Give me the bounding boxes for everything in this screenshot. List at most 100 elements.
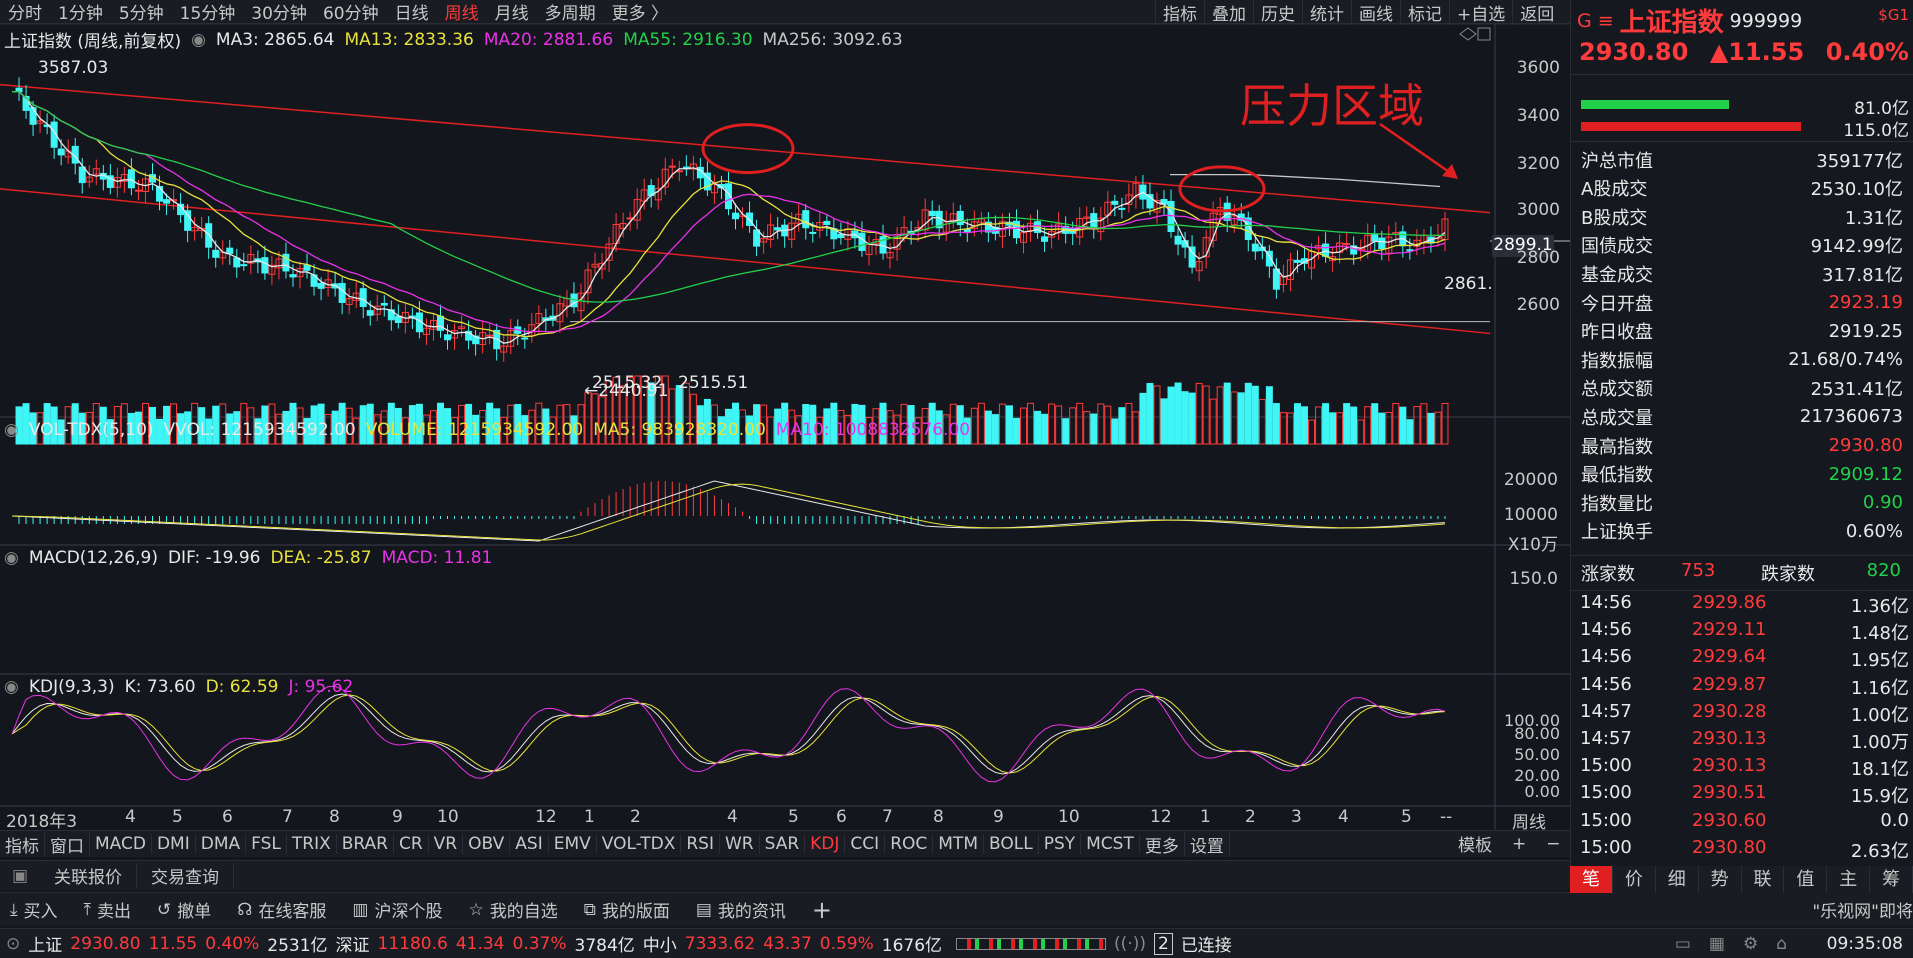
tool-6[interactable]: +自选 — [1449, 0, 1512, 25]
right-tab-6[interactable]: 主 — [1827, 866, 1871, 893]
tray-icons[interactable]: ▭▦⚙⌂ — [1674, 933, 1805, 954]
tool-2[interactable]: 历史 — [1253, 0, 1302, 25]
right-tab-1[interactable]: 价 — [1613, 866, 1656, 893]
expand-icon[interactable]: ⊙ — [6, 933, 21, 954]
tab-period-10[interactable]: 更多 〉 — [611, 4, 668, 24]
indicator-tab-7[interactable]: BRAR — [337, 834, 394, 854]
chart-title: 上证指数 (周线,前复权) — [4, 32, 182, 52]
indicator-tab-13[interactable]: VOL-TDX — [597, 834, 682, 854]
indicator-tab-16[interactable]: SAR — [760, 834, 806, 854]
tab-period-1[interactable]: 1分钟 — [58, 4, 103, 24]
news-button[interactable]: ▤ 我的资讯 — [695, 899, 786, 923]
right-tab-7[interactable]: 筹 — [1870, 866, 1913, 893]
tool-0[interactable]: 指标 — [1155, 0, 1204, 25]
tool-7[interactable]: 返回 — [1512, 0, 1561, 25]
volume-bar — [500, 416, 508, 445]
indicator-tab-24[interactable]: 更多 — [1140, 831, 1185, 857]
volume-bar — [1336, 412, 1344, 445]
indicator-tab-21[interactable]: BOLL — [984, 834, 1039, 854]
download-icon: ⤓ — [10, 899, 18, 920]
quote-row: 国债成交 9142.99亿 — [1581, 232, 1903, 259]
tick-volume: 1.16亿 — [1850, 677, 1909, 699]
tab-related-quote[interactable]: 关联报价 — [40, 863, 137, 888]
collapse-icon[interactable]: ◉ — [4, 420, 19, 440]
template-tool-1[interactable]: + — [1512, 833, 1527, 854]
right-tab-4[interactable]: 联 — [1742, 866, 1785, 893]
indicator-tab-18[interactable]: CCI — [845, 834, 886, 854]
buy-button[interactable]: ⤓ 买入 — [10, 899, 58, 923]
volume-bar — [1378, 412, 1386, 445]
tick-row: 14:56 2929.86 1.36亿 — [1570, 592, 1913, 619]
volume-bar — [570, 415, 578, 445]
tab-period-3[interactable]: 15分钟 — [179, 4, 236, 24]
support-button[interactable]: ☊ 在线客服 — [237, 899, 327, 923]
right-tab-3[interactable]: 势 — [1699, 866, 1742, 893]
tool-5[interactable]: 标记 — [1400, 0, 1449, 25]
indicator-tab-5[interactable]: FSL — [246, 834, 287, 854]
indicator-tab-12[interactable]: EMV — [549, 834, 597, 854]
tab-period-8[interactable]: 月线 — [494, 4, 529, 24]
volume-bar — [633, 375, 641, 445]
right-tab-5[interactable]: 值 — [1784, 866, 1828, 893]
template-tool-2[interactable]: − — [1546, 833, 1561, 854]
volume-bar — [963, 417, 971, 445]
quote-row-value: 1.31亿 — [1844, 207, 1903, 229]
candle-body — [1244, 217, 1252, 241]
volume-bar — [1076, 402, 1084, 445]
indicator-tab-25[interactable]: 设置 — [1185, 831, 1230, 857]
tab-period-5[interactable]: 60分钟 — [322, 4, 379, 24]
indicator-tab-2[interactable]: MACD — [90, 834, 152, 854]
indicator-tab-6[interactable]: TRIX — [287, 834, 337, 854]
watchlist-button[interactable]: ☆ 我的自选 — [468, 899, 558, 923]
indicator-tab-8[interactable]: CR — [394, 834, 429, 854]
add-button[interactable]: + — [811, 895, 833, 924]
tab-period-6[interactable]: 日线 — [394, 4, 429, 24]
indicator-tab-22[interactable]: PSY — [1039, 834, 1082, 854]
tab-period-4[interactable]: 30分钟 — [251, 4, 307, 24]
indicator-tab-10[interactable]: OBV — [463, 834, 511, 854]
indicator-tab-15[interactable]: WR — [720, 834, 760, 854]
collapse-icon[interactable]: ◉ — [4, 677, 19, 697]
tab-period-0[interactable]: 分时 — [8, 4, 42, 24]
stocks-button[interactable]: ▥ 沪深个股 — [352, 899, 443, 923]
cancel-order-button[interactable]: ↺ 撤单 — [157, 899, 212, 923]
indicator-tab-19[interactable]: ROC — [885, 834, 934, 854]
quote-row: 最低指数 2909.12 — [1581, 461, 1903, 488]
tab-trade-query[interactable]: 交易查询 — [137, 863, 234, 888]
menu-icon[interactable]: ≡ — [1597, 9, 1614, 32]
indicator-tab-11[interactable]: ASI — [510, 834, 549, 854]
tab-period-9[interactable]: 多周期 — [544, 4, 596, 24]
indicator-tab-23[interactable]: MCST — [1081, 834, 1140, 854]
indicator-tab-4[interactable]: DMA — [196, 834, 247, 854]
indicator-tab-0[interactable]: 指标 — [0, 831, 45, 857]
indicator-tab-20[interactable]: MTM — [933, 834, 984, 854]
right-tab-2[interactable]: 细 — [1656, 866, 1699, 893]
quote-row-label: 总成交量 — [1581, 407, 1653, 429]
indicator-tab-14[interactable]: RSI — [681, 834, 720, 854]
dif-label: DIF: -19.96 — [167, 548, 261, 568]
collapse-icon[interactable]: ◉ — [4, 548, 19, 568]
sell-button[interactable]: ⤒ 卖出 — [83, 899, 132, 923]
indicator-tab-3[interactable]: DMI — [152, 834, 196, 854]
settings-icon[interactable]: ◉ — [191, 29, 206, 50]
tool-1[interactable]: 叠加 — [1204, 0, 1253, 25]
indicator-tab-17[interactable]: KDJ — [805, 834, 846, 854]
tab-period-2[interactable]: 5分钟 — [118, 4, 164, 24]
j-line — [11, 685, 1446, 783]
volume-bar — [584, 392, 592, 445]
quote-row-value: 0.90 — [1862, 492, 1903, 514]
chart-area[interactable] — [0, 24, 1570, 830]
layout-button[interactable]: ⧉ 我的版面 — [583, 899, 670, 923]
quote-row-label: 今日开盘 — [1581, 293, 1653, 315]
window-icon[interactable] — [1477, 27, 1491, 41]
panel-icon[interactable]: ▣ — [11, 865, 29, 886]
indicator-tab-1[interactable]: 窗口 — [45, 831, 90, 857]
diamond-icon[interactable] — [1459, 27, 1477, 41]
right-tab-0[interactable]: 笔 — [1570, 866, 1613, 893]
volume-bar — [1265, 386, 1273, 445]
indicator-tab-9[interactable]: VR — [429, 834, 464, 854]
tab-period-7[interactable]: 周线 — [444, 4, 479, 24]
template-tool-0[interactable]: 模板 — [1458, 836, 1492, 856]
tool-4[interactable]: 画线 — [1351, 0, 1400, 25]
tool-3[interactable]: 统计 — [1302, 0, 1351, 25]
